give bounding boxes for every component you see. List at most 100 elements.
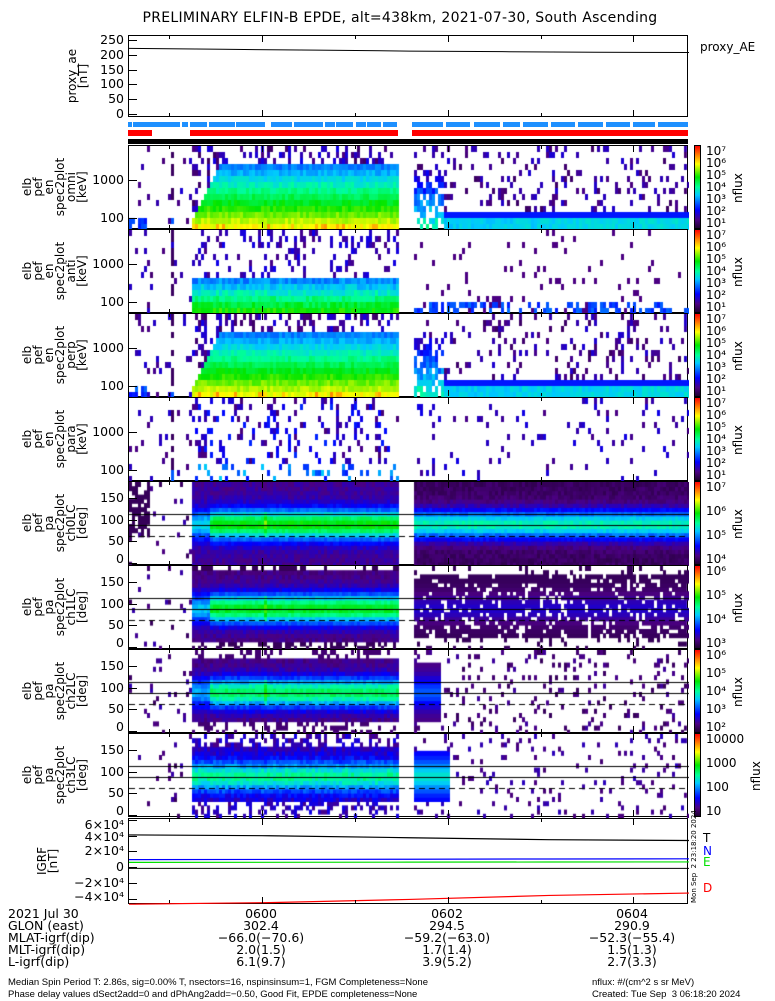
igrf-legend-T: T — [703, 832, 710, 844]
colorbar-unit-label: nflux — [750, 761, 762, 791]
pitch-angle-spectrogram-panel-ch0 — [128, 481, 688, 565]
y-major-tick — [128, 84, 137, 85]
time-major-tick — [633, 222, 634, 228]
colorbar-tick-label: 10⁶ — [706, 506, 726, 516]
y-major-tick — [128, 99, 137, 100]
igrf-legend-E: E — [703, 856, 711, 868]
time-minor-tick — [355, 645, 356, 648]
y-major-tick — [128, 688, 137, 689]
colorbar-tick-label: 1000 — [706, 758, 737, 768]
time-major-tick — [262, 314, 263, 320]
time-minor-tick — [169, 230, 170, 233]
time-minor-tick — [355, 314, 356, 317]
energy-spectrogram-panel-perp — [128, 313, 688, 397]
colorbar-tick-label: 10⁴ — [706, 434, 726, 444]
spin-status-bar-segment — [209, 122, 235, 127]
colorbar-tick-label: 10⁵ — [706, 590, 726, 600]
data-status-bar-segment — [128, 130, 152, 136]
time-major-tick — [633, 726, 634, 732]
time-major-tick — [448, 558, 449, 564]
spin-status-bar-segment — [383, 122, 397, 127]
time-minor-tick — [169, 393, 170, 396]
y-tick-label: −2×10⁴ — [74, 877, 124, 889]
y-tick-label: 150 — [100, 64, 124, 76]
time-major-tick — [633, 642, 634, 648]
y-tick-label: 100 — [100, 296, 124, 308]
colorbar-tick-label: 10¹ — [706, 302, 726, 312]
time-major-tick — [262, 566, 263, 572]
proxy-ae-panel — [128, 35, 688, 117]
spin-status-bar-segment — [133, 122, 180, 127]
colorbar-unit-label: nflux — [732, 677, 744, 707]
spin-status-bar-segment — [271, 122, 292, 127]
time-major-tick — [633, 398, 634, 404]
time-minor-tick — [541, 900, 542, 903]
y-major-tick — [128, 867, 137, 868]
colorbar-tick-label: 10⁶ — [706, 566, 726, 576]
spin-status-bar-segment — [633, 122, 655, 127]
pitch-angle-spectrogram-panel-ch2 — [128, 649, 688, 733]
time-major-tick — [448, 734, 449, 740]
pitch-angle-spectrogram-panel-ch1 — [128, 565, 688, 649]
y-major-tick — [128, 114, 137, 115]
colorbar-tick-label: 10³ — [706, 704, 726, 714]
y-tick-label: 2×10⁴ — [85, 845, 124, 857]
colorbar-tick-label: 10⁵ — [706, 422, 726, 432]
time-minor-tick — [541, 393, 542, 396]
time-minor-tick — [355, 900, 356, 903]
time-major-tick — [448, 642, 449, 648]
y-tick-label: 100 — [100, 464, 124, 476]
colorbar-unit-label: nflux — [732, 509, 744, 539]
ephemeris-value: 3.9(5.2) — [372, 956, 522, 968]
panel-ylabel: elb pef pa spec2plot ch3LC [deg] — [22, 735, 88, 815]
spin-status-bar-segment — [356, 122, 366, 127]
y-major-tick — [128, 55, 137, 56]
ephemeris-row-label: L-igrf(dip) — [8, 956, 69, 968]
time-major-tick — [633, 810, 634, 816]
time-major-tick — [262, 222, 263, 228]
y-major-tick — [128, 793, 137, 794]
time-major-tick — [448, 726, 449, 732]
time-minor-tick — [169, 482, 170, 485]
panel-ylabel: elb pef pa spec2plot ch2LC [deg] — [22, 651, 88, 731]
colorbar-unit-label: nflux — [732, 173, 744, 203]
colorbar — [694, 397, 701, 481]
time-major-tick — [633, 230, 634, 236]
spin-status-bar-segment — [606, 122, 630, 127]
y-tick-label: −4×10⁴ — [74, 891, 124, 903]
time-minor-tick — [541, 477, 542, 480]
time-minor-tick — [355, 225, 356, 228]
data-status-bar-segment — [190, 130, 398, 136]
colorbar-tick-label: 10³ — [706, 362, 726, 372]
time-minor-tick — [355, 650, 356, 653]
time-minor-tick — [541, 482, 542, 485]
colorbar-tick-label: 10¹ — [706, 386, 726, 396]
panel-ylabel: elb pef pa spec2plot ch1LC [deg] — [22, 567, 88, 647]
y-tick-label: 50 — [108, 619, 124, 631]
spin-status-bar-segment — [658, 122, 688, 127]
y-major-tick — [128, 899, 137, 900]
colorbar-unit-label: nflux — [732, 341, 744, 371]
spin-status-bar-segment — [367, 122, 381, 127]
y-major-tick — [128, 883, 137, 884]
y-tick-label: 0 — [116, 721, 124, 733]
time-major-tick — [633, 306, 634, 312]
y-major-tick — [128, 836, 137, 837]
y-major-tick — [128, 851, 137, 852]
spectrogram-image — [129, 734, 689, 818]
time-major-tick — [633, 650, 634, 656]
time-minor-tick — [169, 734, 170, 737]
y-tick-label: 50 — [108, 703, 124, 715]
time-minor-tick — [169, 398, 170, 401]
time-minor-tick — [541, 813, 542, 816]
y-major-tick — [128, 541, 137, 542]
time-minor-tick — [169, 309, 170, 312]
y-tick-label: 100 — [100, 514, 124, 526]
y-tick-label: 50 — [108, 787, 124, 799]
spectrogram-image — [129, 566, 689, 650]
time-major-tick — [262, 306, 263, 312]
proxy-ae-legend: proxy_AE — [700, 41, 755, 53]
y-tick-label: 0 — [116, 108, 124, 120]
time-minor-tick — [355, 398, 356, 401]
time-major-tick — [262, 734, 263, 740]
